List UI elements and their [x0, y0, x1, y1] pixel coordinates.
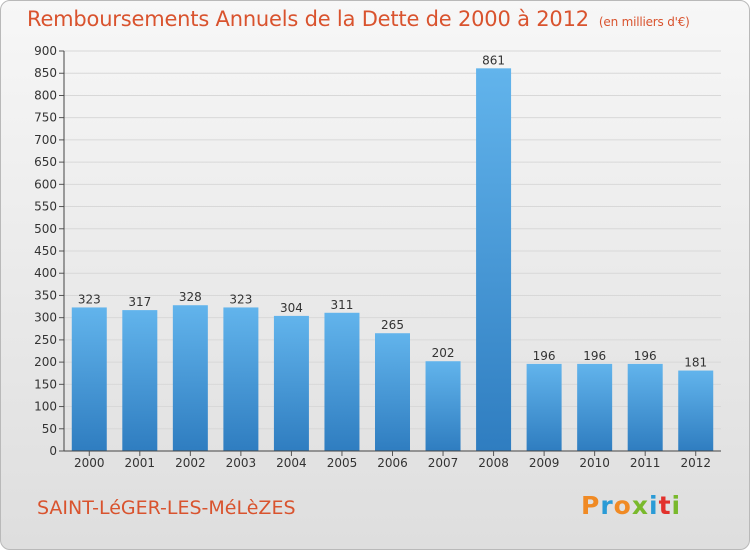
bar	[273, 315, 309, 451]
chart-title: Remboursements Annuels de la Dette de 20…	[27, 7, 690, 31]
bar	[425, 361, 461, 451]
y-tick-label: 0	[49, 444, 57, 458]
y-tick-label: 650	[34, 155, 57, 169]
y-tick-label: 550	[34, 200, 57, 214]
x-tick-label: 2000	[74, 456, 105, 470]
x-tick-label: 2002	[175, 456, 206, 470]
x-tick-label: 2003	[226, 456, 257, 470]
bar-value-label: 202	[432, 346, 455, 360]
y-tick-label: 800	[34, 88, 57, 102]
logo-letter: x	[631, 491, 649, 520]
bar-value-label: 328	[179, 290, 202, 304]
x-tick-label: 2004	[276, 456, 307, 470]
proxiti-logo[interactable]: Proxiti	[581, 491, 681, 520]
logo-letter: i	[671, 491, 682, 520]
bar	[375, 333, 410, 451]
x-tick-label: 2011	[630, 456, 661, 470]
x-tick-label: 2008	[478, 456, 509, 470]
logo-letter: o	[613, 491, 632, 520]
bar	[71, 307, 107, 451]
y-tick-label: 600	[34, 177, 57, 191]
bar-value-label: 196	[583, 349, 606, 363]
bar-value-label: 311	[331, 298, 354, 312]
bar-value-label: 861	[482, 53, 505, 67]
logo-letter: P	[581, 491, 601, 520]
y-tick-label: 100	[34, 400, 57, 414]
bar	[476, 68, 512, 451]
bar-value-label: 323	[78, 292, 101, 306]
y-tick-label: 500	[34, 222, 57, 236]
x-tick-label: 2009	[529, 456, 560, 470]
y-tick-label: 350	[34, 288, 57, 302]
x-tick-label: 2012	[680, 456, 711, 470]
bar-value-label: 196	[533, 349, 556, 363]
y-tick-label: 150	[34, 377, 57, 391]
x-tick-label: 2010	[579, 456, 610, 470]
x-tick-label: 2005	[327, 456, 358, 470]
y-tick-label: 700	[34, 133, 57, 147]
bar	[172, 305, 208, 451]
bar-value-label: 323	[229, 292, 252, 306]
y-tick-label: 750	[34, 111, 57, 125]
bar	[678, 370, 714, 451]
y-tick-label: 900	[34, 44, 57, 58]
chart-unit: (en milliers d'€)	[598, 15, 690, 29]
bar	[577, 363, 613, 451]
logo-letter: i	[649, 491, 659, 520]
commune-name: SAINT-LéGER-LES-MéLèZES	[37, 497, 296, 519]
logo-letter: r	[600, 491, 614, 520]
x-tick-label: 2001	[125, 456, 156, 470]
x-tick-label: 2007	[428, 456, 459, 470]
y-tick-label: 250	[34, 333, 57, 347]
bar	[526, 363, 562, 451]
y-tick-label: 50	[42, 422, 57, 436]
y-tick-label: 450	[34, 244, 57, 258]
chart-title-text: Remboursements Annuels de la Dette de 20…	[27, 7, 589, 31]
bar	[627, 363, 663, 451]
bar-value-label: 265	[381, 318, 404, 332]
y-tick-label: 850	[34, 66, 57, 80]
bar-value-label: 317	[128, 295, 151, 309]
bar-value-label: 196	[634, 349, 657, 363]
bar	[324, 312, 360, 451]
x-tick-label: 2006	[377, 456, 408, 470]
bar	[223, 307, 259, 451]
y-tick-label: 400	[34, 266, 57, 280]
bar	[122, 310, 158, 451]
y-tick-label: 200	[34, 355, 57, 369]
y-tick-label: 300	[34, 311, 57, 325]
bar-value-label: 304	[280, 301, 303, 315]
logo-letter: t	[658, 491, 672, 520]
bar-value-label: 181	[684, 356, 707, 370]
